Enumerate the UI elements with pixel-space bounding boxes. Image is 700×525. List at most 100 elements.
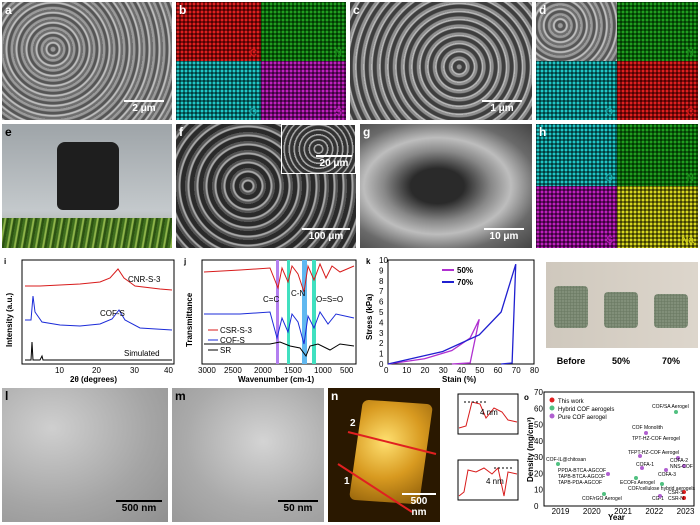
legend-label: Hybrid COF aerogels	[558, 407, 614, 413]
x-tick: 20	[92, 366, 101, 375]
x-tick: 30	[439, 366, 448, 375]
sample-before	[554, 286, 588, 328]
x-tick: 2023	[677, 507, 695, 516]
panel-label-o: o	[524, 393, 529, 402]
y-tick: 4	[379, 318, 384, 327]
panel-label-l: l	[5, 389, 9, 403]
eds-maps-d: N O C d	[536, 2, 698, 120]
data-point	[556, 462, 560, 466]
point-label: CG-1	[652, 496, 664, 502]
profile-line-1	[337, 463, 413, 513]
x-tick: 10	[402, 366, 411, 375]
point-label: COF/rGO Aerogel	[582, 496, 622, 502]
tem-image-l: l 500 nm	[2, 388, 168, 522]
series-line-cof-s	[204, 310, 355, 345]
profile-trace-1	[458, 401, 518, 429]
scale-bar-c: 1 μm	[482, 100, 522, 114]
sem-image-c: c 1 μm	[350, 2, 532, 120]
x-tick: 1500	[284, 366, 302, 375]
panel-label-k: k	[366, 257, 371, 266]
sem-image-a: a 2 μm	[2, 2, 172, 120]
y-tick: 0	[379, 360, 384, 369]
x-axis-label: 2θ (degrees)	[70, 375, 117, 384]
annotation: C=C	[263, 295, 279, 304]
caption-before: Before	[556, 356, 586, 366]
y-axis-label: Intensity (a.u.)	[5, 292, 14, 347]
legend-marker	[549, 413, 555, 419]
point-label: TPT-HZ-COF Aerogel	[632, 436, 680, 442]
eds-map-2: O	[536, 61, 617, 120]
density-chart-o: o Density (mg/cm³) Year 2019 2020 2021 2022…	[524, 388, 695, 522]
eds-map-1: O	[536, 124, 617, 186]
annotation: O=S=O	[316, 295, 343, 304]
panel-label-m: m	[175, 389, 186, 403]
band-highlight	[312, 260, 316, 364]
x-axis-label: Year	[608, 513, 625, 522]
band-highlight	[287, 260, 290, 364]
x-tick: 40	[457, 366, 466, 375]
scale-bar-l: 500 nm	[116, 500, 162, 514]
point-label: NNS-COF	[670, 464, 693, 470]
data-point	[664, 468, 668, 472]
legend-label: This work	[558, 399, 585, 405]
y-tick: 5	[379, 308, 384, 317]
x-tick: 0	[384, 366, 389, 375]
x-axis-label: Stain (%)	[442, 375, 477, 384]
x-tick: 80	[530, 366, 539, 375]
scale-bar-g: 10 μm	[484, 228, 524, 242]
profile-lines	[337, 431, 437, 513]
series-line-cof-s	[25, 295, 173, 331]
eds-map-4: S	[261, 61, 346, 120]
data-point	[644, 431, 648, 435]
x-tick: 2021	[614, 507, 632, 516]
eds-map-3: O	[176, 61, 261, 120]
legend-label: 50%	[457, 266, 473, 275]
line-number-1: 1	[344, 476, 350, 487]
data-point	[674, 410, 678, 414]
caption-70: 70%	[661, 356, 680, 366]
data-point	[640, 466, 644, 470]
band-highlight	[302, 260, 307, 364]
y-tick: 7	[379, 287, 384, 296]
xrd-chart-i: i Intensity (a.u.) 2θ (degrees) 10 20 30…	[4, 257, 175, 384]
photo-aerogel-on-grass: e	[2, 124, 172, 248]
y-tick: 50	[534, 421, 543, 430]
y-tick: 10	[379, 256, 388, 265]
height-profiles: 4 nm 4 nm	[457, 393, 519, 501]
y-tick: 10	[534, 486, 543, 495]
plot-frame	[543, 391, 695, 507]
y-tick: 70	[534, 388, 543, 397]
series-label: Simulated	[124, 349, 160, 358]
grass	[2, 218, 172, 248]
profile-frame-1	[457, 393, 519, 435]
y-tick: 40	[534, 437, 543, 446]
caption-50: 50%	[611, 356, 630, 366]
panel-label-h: h	[539, 125, 547, 139]
scale-bar-a: 2 μm	[124, 100, 164, 114]
profile-trace-2	[458, 466, 518, 497]
point-label: TAPB-PDA-AGCOF	[558, 480, 602, 486]
sem-image-g: g 10 μm	[360, 124, 532, 248]
x-tick: 70	[512, 366, 521, 375]
scale-bar-m: 50 nm	[278, 500, 318, 514]
point-label: TAPB-BTCA-AGCOF	[558, 474, 605, 480]
data-point	[660, 482, 664, 486]
x-tick: 2020	[583, 507, 601, 516]
point-label: PPDA-BTCA-AGCOF	[558, 468, 606, 474]
x-tick: 2022	[645, 507, 663, 516]
x-axis-label: Wavenumber (cm-1)	[238, 375, 315, 384]
panel-label-j: j	[183, 257, 186, 266]
panel-label-a: a	[5, 3, 12, 17]
panel-label-c: c	[353, 3, 360, 17]
y-tick: 3	[379, 329, 384, 338]
point-label: CSR-N	[668, 496, 684, 502]
x-tick: 40	[164, 366, 173, 375]
series-line-cnr-s-3	[25, 268, 173, 291]
x-tick: 10	[55, 366, 64, 375]
y-tick: 60	[534, 404, 543, 413]
height-label-1: 4 nm	[480, 408, 498, 417]
plot-frame	[21, 259, 175, 365]
point-label: ECOFs Aerogel	[620, 480, 655, 486]
eds-maps-h: O N S Na h	[536, 124, 698, 248]
photo-strip	[546, 262, 698, 348]
